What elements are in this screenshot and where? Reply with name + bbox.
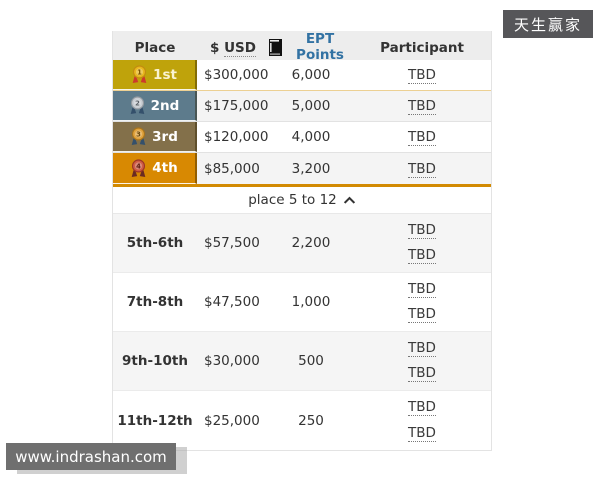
- place-label: 7th-8th: [126, 294, 184, 310]
- points-value: 6,000: [291, 67, 331, 83]
- place-range-toggle[interactable]: place 5 to 12: [113, 187, 491, 214]
- toggle-label: place 5 to 12: [248, 192, 337, 208]
- usd-value: $300,000: [204, 67, 269, 83]
- table-row: 11th-12th $25,000 250 TBD TBD: [113, 391, 491, 450]
- header-usd: $ USD: [197, 39, 269, 57]
- participant-link[interactable]: TBD: [408, 222, 436, 239]
- participant-link[interactable]: TBD: [408, 340, 436, 357]
- gold-medal-icon: 1: [132, 65, 147, 83]
- place-cell-2nd: 2 2nd: [113, 91, 197, 121]
- points-value: 250: [298, 412, 324, 429]
- place-label: 9th-10th: [122, 353, 188, 369]
- points-value: 4,000: [291, 129, 331, 145]
- orange-divider: [113, 184, 491, 187]
- points-value: 500: [298, 353, 324, 369]
- bronze-medal-icon: 3: [131, 127, 146, 145]
- usd-value: $120,000: [204, 129, 269, 145]
- place-label: 2nd: [150, 97, 180, 114]
- table-row: 2 2nd $175,000 5,000 TBD: [113, 91, 491, 122]
- place-cell-3rd: 3 3rd: [113, 122, 197, 152]
- participant-link[interactable]: TBD: [408, 160, 436, 178]
- table-row: 4 4th $85,000 3,200 TBD: [113, 153, 491, 184]
- table-row: 3 3rd $120,000 4,000 TBD: [113, 122, 491, 153]
- brand-badge-label: 天生赢家: [513, 15, 582, 34]
- participant-link[interactable]: TBD: [408, 129, 436, 146]
- header-place: Place: [134, 39, 176, 56]
- place-label: 11th-12th: [117, 412, 193, 429]
- points-value: 2,200: [291, 235, 331, 251]
- brand-badge: 天生赢家: [502, 10, 593, 38]
- points-value: 1,000: [291, 294, 331, 310]
- silver-medal-icon: 2: [130, 96, 144, 114]
- usd-tooltip-link[interactable]: USD: [224, 39, 256, 57]
- participant-link[interactable]: TBD: [408, 281, 436, 298]
- svg-text:2: 2: [135, 99, 140, 107]
- participants-cell: TBD TBD: [353, 332, 491, 390]
- watermark: www.indrashan.com: [6, 443, 176, 470]
- table-row: 1 1st $300,000 6,000 TBD: [113, 60, 491, 91]
- usd-value: $85,000: [204, 160, 260, 177]
- usd-value: $175,000: [204, 98, 269, 114]
- table-header: Place $ USD EPT Points Participant: [113, 31, 491, 64]
- svg-text:1: 1: [137, 68, 142, 76]
- usd-value: $30,000: [204, 353, 260, 369]
- participant-link[interactable]: TBD: [408, 98, 436, 115]
- participant-link[interactable]: TBD: [408, 399, 436, 417]
- participants-cell: TBD TBD: [353, 273, 491, 331]
- table-row: 5th-6th $57,500 2,200 TBD TBD: [113, 214, 491, 273]
- participant-link[interactable]: TBD: [408, 424, 436, 442]
- header-participant: Participant: [380, 39, 464, 56]
- points-value: 5,000: [291, 98, 331, 114]
- participant-link[interactable]: TBD: [408, 306, 436, 323]
- place-label: 3rd: [152, 128, 178, 145]
- watermark-label: www.indrashan.com: [15, 447, 167, 466]
- place-label: 5th-6th: [126, 235, 184, 251]
- chevron-up-icon: [343, 196, 355, 204]
- place-label: 4th: [152, 160, 178, 176]
- ept-points-link[interactable]: EPT Points: [287, 31, 353, 64]
- usd-value: $57,500: [204, 235, 260, 251]
- usd-value: $47,500: [204, 294, 260, 310]
- ept-logo-icon: [269, 39, 282, 56]
- participants-cell: TBD TBD: [353, 391, 491, 450]
- points-value: 3,200: [291, 160, 331, 177]
- participants-cell: TBD TBD: [353, 214, 491, 272]
- participant-link[interactable]: TBD: [408, 365, 436, 382]
- participant-link[interactable]: TBD: [408, 67, 436, 84]
- table-row: 9th-10th $30,000 500 TBD TBD: [113, 332, 491, 391]
- payout-table: Place $ USD EPT Points Participant: [112, 31, 492, 451]
- usd-value: $25,000: [204, 412, 260, 429]
- header-ept-points: EPT Points: [269, 31, 353, 64]
- usd-symbol: $: [209, 39, 220, 56]
- place-cell-1st: 1 1st: [113, 60, 197, 90]
- svg-text:3: 3: [136, 130, 141, 138]
- red-medal-icon: 4: [131, 158, 146, 177]
- place-label: 1st: [153, 66, 177, 83]
- place-cell-4th: 4 4th: [113, 153, 197, 184]
- svg-text:4: 4: [136, 162, 141, 170]
- participant-link[interactable]: TBD: [408, 247, 436, 264]
- table-row: 7th-8th $47,500 1,000 TBD TBD: [113, 273, 491, 332]
